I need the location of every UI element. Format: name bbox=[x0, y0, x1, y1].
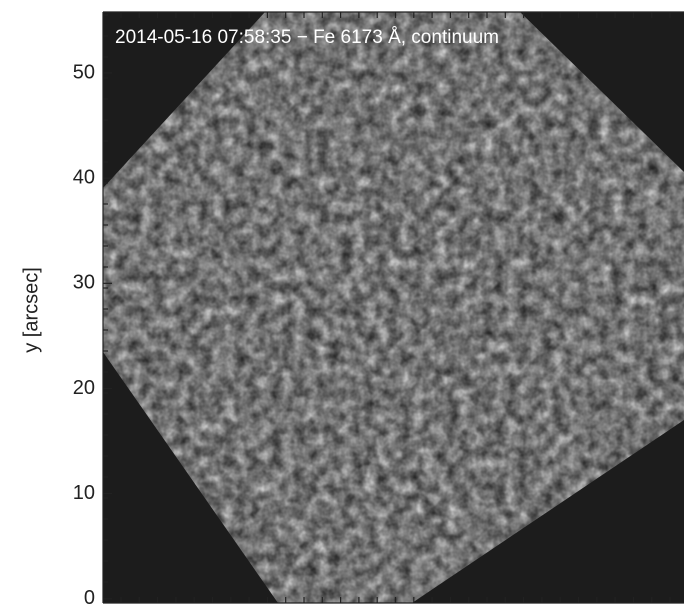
y-tick-label: 30 bbox=[73, 272, 95, 294]
chart-title: 2014-05-16 07:58:35 − Fe 6173 Å, continu… bbox=[115, 27, 499, 48]
x-ticks bbox=[103, 12, 671, 603]
y-tick-label: 20 bbox=[73, 377, 95, 399]
y-tick-label: 40 bbox=[73, 166, 95, 188]
y-axis-label: y [arcsec] bbox=[20, 267, 42, 353]
y-tick-label: 10 bbox=[73, 482, 95, 504]
y-tick-label: 0 bbox=[84, 587, 95, 609]
granulation-image bbox=[103, 12, 684, 603]
y-tick-label: 50 bbox=[73, 61, 95, 83]
